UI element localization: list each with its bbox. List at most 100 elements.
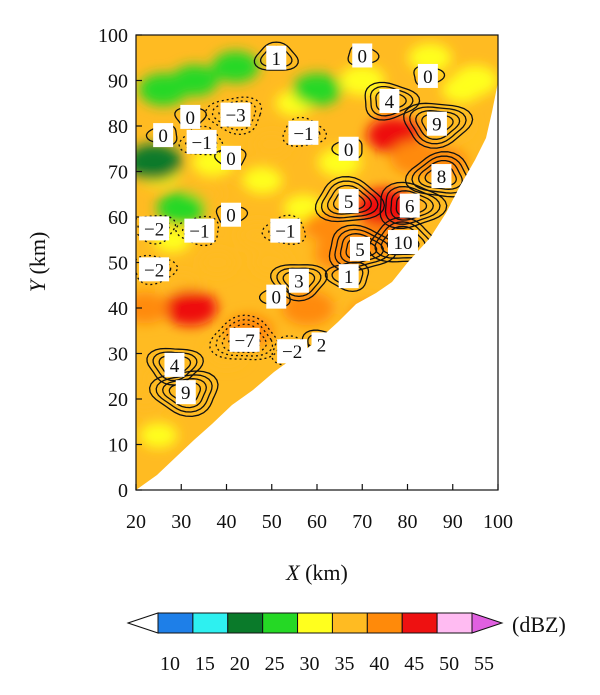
contour-label-text: 5 — [344, 192, 354, 213]
contour-line — [409, 106, 467, 145]
reflectivity-cell — [136, 292, 169, 324]
contour-label-text: 5 — [355, 240, 365, 261]
contour-label: −1 — [184, 218, 215, 243]
reflectivity-cell — [281, 290, 335, 326]
colorbar-tick-label: 30 — [300, 653, 320, 675]
colorbar-tick-label: 10 — [160, 653, 180, 675]
contour-line — [162, 378, 207, 409]
contour-label-box — [186, 129, 217, 154]
contour-label: 9 — [175, 380, 196, 405]
contour-label-box — [349, 236, 370, 261]
contour-label-text: 2 — [317, 335, 327, 356]
colorbar-tick-label: 40 — [369, 653, 389, 675]
contour-label: 1 — [266, 45, 287, 70]
contour-label: −1 — [186, 129, 217, 154]
contour-line — [276, 267, 322, 298]
reflectivity-cell — [342, 294, 383, 322]
contour-line — [379, 181, 448, 229]
contour-line — [215, 319, 274, 357]
contour-line — [324, 261, 370, 293]
contour-label-text: 4 — [385, 92, 395, 113]
contour-label-text: −3 — [225, 106, 245, 127]
contour-line — [175, 215, 220, 247]
y-tick-label: 10 — [108, 435, 128, 457]
contour-label-box — [164, 352, 185, 377]
colorbar-segment — [331, 612, 368, 634]
contour-label-box — [139, 216, 170, 241]
contour-label-box — [387, 230, 418, 255]
contour-label: 2 — [311, 332, 332, 357]
contour-line — [270, 264, 328, 302]
reflectivity-cell — [242, 167, 283, 194]
contour-line — [417, 159, 463, 190]
colorbar-segment — [366, 612, 403, 634]
contour-label-text: 0 — [186, 108, 196, 129]
contour-line — [411, 155, 469, 194]
x-axis-label: X (km) — [285, 560, 348, 585]
contour-label: −7 — [229, 327, 260, 352]
contour-label-text: 0 — [158, 126, 168, 147]
contour-label-box — [266, 45, 287, 70]
contour-label: 8 — [431, 164, 452, 189]
contour-label-box — [221, 202, 242, 227]
x-tick-label: 40 — [217, 511, 237, 533]
contour-label-box — [229, 327, 260, 352]
colorbar-tick-label: 55 — [474, 653, 494, 675]
colorbar-tick-label: 45 — [404, 653, 424, 675]
reflectivity-cell — [292, 73, 342, 106]
contour-label-text: −1 — [293, 124, 313, 145]
reflectivity-cell — [212, 51, 259, 83]
contour-label-text: 6 — [405, 197, 415, 218]
contour-label: 5 — [349, 236, 370, 261]
contour-line — [205, 96, 263, 136]
colorbar-segment — [262, 612, 299, 634]
contour-label-box — [338, 264, 359, 289]
contour-label: −2 — [139, 257, 170, 282]
contour-label-box — [139, 257, 170, 282]
y-tick-label: 100 — [98, 25, 128, 47]
contour-line — [253, 41, 299, 71]
contour-label: 0 — [266, 284, 287, 309]
colorbar-segment — [436, 612, 473, 634]
contour-label-text: 3 — [294, 272, 304, 293]
contour-line — [334, 228, 391, 268]
contour-label-box — [431, 164, 452, 189]
contour-label-text: 9 — [181, 383, 191, 404]
contour-label: 0 — [153, 123, 174, 148]
contour-line — [136, 214, 177, 245]
colorbar-tick-label: 35 — [334, 653, 354, 675]
reflectivity-cell — [303, 211, 349, 242]
contour-label: −2 — [277, 339, 308, 364]
contour-label-box — [288, 120, 319, 145]
reflectivity-cells — [136, 43, 498, 448]
contour-label: 4 — [164, 352, 185, 377]
y-tick-label: 80 — [108, 116, 128, 138]
reflectivity-cell — [138, 73, 188, 106]
contour-label-text: 0 — [226, 206, 236, 227]
contour-label-box — [379, 88, 400, 113]
contour-label-box — [266, 284, 287, 309]
contour-label-box — [338, 136, 359, 161]
reflectivity-cell — [139, 422, 178, 448]
reflectivity-cell — [339, 65, 385, 96]
reflectivity-cell — [156, 191, 206, 225]
colorbar: 10 15 20 25 30 35 40 45 50 55 — [126, 612, 504, 675]
colorbar-tick-label: 50 — [439, 653, 459, 675]
contour-line — [211, 100, 257, 131]
contour-label-text: 8 — [437, 167, 447, 188]
x-tick-label: 90 — [443, 511, 463, 533]
contour-line — [148, 370, 219, 418]
contour-label-box — [153, 123, 174, 148]
contour-label: 3 — [288, 268, 309, 293]
x-axis: 20 30 40 50 60 70 80 90 100 — [126, 484, 513, 533]
reflectivity-cell — [252, 249, 291, 276]
contour-label-text: −2 — [282, 342, 302, 363]
contour-label-text: 0 — [423, 67, 433, 88]
contour-label-box — [221, 145, 242, 170]
colorbar-segment — [192, 612, 229, 634]
y-tick-label: 30 — [108, 344, 128, 366]
contour-label-text: −1 — [189, 222, 209, 243]
y-tick-label: 20 — [108, 389, 128, 411]
contour-label-text: −1 — [192, 133, 212, 154]
colorbar-unit: (dBZ) — [512, 612, 566, 637]
